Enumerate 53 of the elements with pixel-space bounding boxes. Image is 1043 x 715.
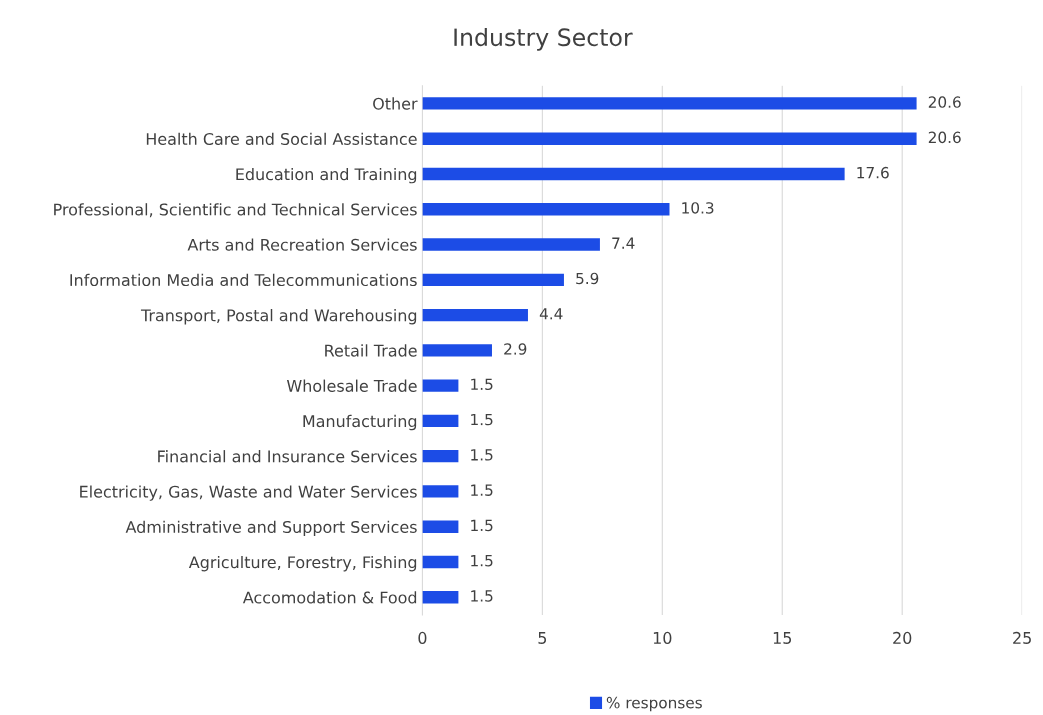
- y-tick-label: Other: [373, 97, 418, 110]
- bar: [422, 203, 670, 216]
- bar: [422, 520, 459, 533]
- bar: [422, 379, 459, 392]
- y-tick-label: Information Media and Telecommunications: [70, 273, 417, 287]
- bar: [422, 167, 845, 181]
- bar: [422, 555, 459, 569]
- y-tick-label: Administrative and Support Services: [125, 520, 417, 537]
- x-tick-label: 10: [653, 631, 672, 644]
- y-tick-label: Manufacturing: [303, 414, 417, 431]
- bar: [422, 273, 564, 286]
- bar: [422, 238, 600, 251]
- bar: [422, 485, 459, 498]
- data-label: 1.5: [471, 519, 493, 532]
- y-tick-label: Electricity, Gas, Waste and Water Services: [80, 485, 417, 501]
- bar: [422, 414, 459, 428]
- bar: [422, 308, 528, 322]
- y-tick-label: Wholesale Trade: [286, 379, 417, 392]
- bar: [422, 344, 492, 357]
- data-label: 1.5: [471, 484, 493, 496]
- y-tick-label: Health Care and Social Assistance: [146, 132, 417, 146]
- x-tick-label: 20: [893, 631, 912, 644]
- data-label: 10.3: [682, 202, 714, 214]
- data-label: 20.6: [928, 96, 961, 108]
- bar: [422, 97, 917, 110]
- x-tick-label: 25: [1013, 631, 1031, 644]
- y-tick-label: Accomodation & Food: [242, 591, 417, 604]
- data-label: 1.5: [471, 378, 493, 391]
- x-tick-label: 0: [418, 631, 427, 644]
- data-label: 20.6: [928, 131, 961, 144]
- data-label: 7.4: [612, 237, 635, 249]
- data-label: 1.5: [471, 590, 493, 602]
- x-tick-label: 5: [538, 632, 547, 644]
- bar: [422, 591, 459, 604]
- data-label: 1.5: [471, 555, 493, 567]
- y-tick-label: Financial and Insurance Services: [158, 450, 417, 463]
- legend-label: % responses: [606, 696, 702, 712]
- data-label: 1.5: [471, 449, 493, 461]
- data-label: 4.4: [539, 308, 563, 320]
- data-label: 2.9: [504, 343, 527, 355]
- y-tick-label: Transport, Postal and Warehousing: [140, 309, 417, 325]
- y-tick-label: Arts and Recreation Services: [187, 238, 417, 251]
- y-tick-label: Agriculture, Forestry, Fishing: [188, 555, 417, 572]
- bar: [422, 132, 917, 145]
- y-tick-label: Professional, Scientific and Technical Services: [54, 203, 417, 218]
- y-tick-label: Retail Trade: [325, 344, 417, 357]
- y-tick-label: Education and Training: [236, 167, 417, 184]
- data-label: 1.5: [471, 413, 493, 426]
- x-tick-label: 15: [773, 632, 792, 644]
- data-label: 5.9: [576, 272, 599, 285]
- chart-title: Industry Sector: [454, 27, 633, 51]
- bar: [422, 450, 459, 463]
- data-label: 17.6: [857, 166, 889, 179]
